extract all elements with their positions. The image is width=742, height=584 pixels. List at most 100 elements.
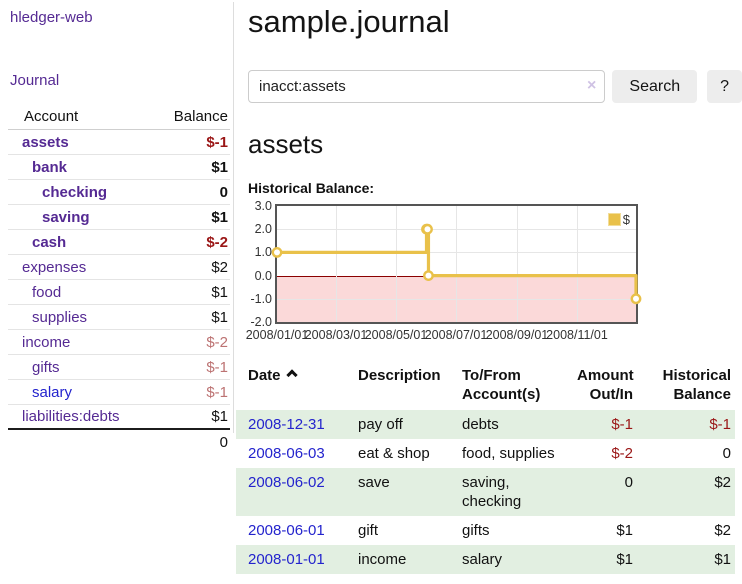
cell-date: 2008-01-01 bbox=[236, 545, 346, 574]
register-header-balance: Historical Balance bbox=[633, 364, 735, 410]
sidebar-divider bbox=[233, 2, 234, 433]
chart-title: Historical Balance: bbox=[248, 180, 375, 196]
register-header-label: Date bbox=[248, 367, 281, 384]
account-row: income $-2 bbox=[8, 330, 230, 355]
grid-line bbox=[336, 206, 337, 322]
account-row: salary $-1 bbox=[8, 380, 230, 405]
account-balance: $-1 bbox=[206, 133, 228, 151]
accounts-table: Account Balance assets $-1 bank $1 checking 0… bbox=[8, 105, 230, 451]
data-point-marker bbox=[423, 270, 434, 282]
y-axis-label: 2.0 bbox=[254, 222, 272, 237]
cell-accounts: debts bbox=[462, 416, 499, 433]
sort-ascending-icon bbox=[285, 369, 298, 381]
data-point-marker bbox=[271, 247, 283, 258]
accounts-total-row: 0 bbox=[8, 430, 230, 451]
register-body: 2008-12-31 pay off debts $-1 $-1 2008-06-03 ea… bbox=[236, 410, 735, 574]
account-balance: $-1 bbox=[206, 358, 228, 376]
account-balance: 0 bbox=[219, 183, 228, 201]
transaction-date-link[interactable]: 2008-06-02 bbox=[248, 474, 325, 491]
data-point-marker bbox=[422, 223, 433, 235]
x-axis-label: 2008/03/01 bbox=[304, 328, 368, 342]
cell-amount: 0 bbox=[624, 474, 633, 491]
search-input-wrap: × bbox=[248, 70, 606, 103]
legend-swatch-icon bbox=[607, 213, 621, 226]
account-row: expenses $2 bbox=[8, 255, 230, 280]
page-title: sample.journal bbox=[248, 4, 450, 39]
balance-line bbox=[277, 227, 638, 299]
transaction-row: 2008-06-03 eat & shop food, supplies $-2 0 bbox=[236, 439, 735, 468]
account-row: liabilities:debts $1 bbox=[8, 405, 230, 430]
cell-accounts: gifts bbox=[462, 522, 490, 539]
sidebar-account-link-supplies[interactable]: supplies bbox=[32, 308, 88, 326]
cell-date: 2008-06-01 bbox=[236, 516, 346, 545]
grid-line bbox=[516, 206, 518, 322]
account-row: gifts $-1 bbox=[8, 355, 230, 380]
app-brand-link[interactable]: hledger-web bbox=[10, 9, 93, 26]
account-row: cash $-2 bbox=[8, 230, 230, 255]
cell-balance: $2 bbox=[714, 522, 731, 539]
register-header-date[interactable]: Date bbox=[236, 364, 346, 410]
cell-accounts: food, supplies bbox=[462, 445, 555, 462]
cell-balance: 0 bbox=[722, 445, 731, 462]
sidebar-account-link-assets[interactable]: assets bbox=[22, 133, 69, 151]
transaction-date-link[interactable]: 2008-12-31 bbox=[248, 416, 325, 433]
sidebar-account-link-liabilities-debts[interactable]: liabilities:debts bbox=[22, 408, 120, 425]
transaction-row: 2008-01-01 income salary $1 $1 bbox=[236, 545, 735, 574]
grid-line bbox=[277, 229, 636, 231]
cell-amount: $-1 bbox=[611, 416, 633, 433]
x-axis-label: 2008/09/01 bbox=[485, 328, 549, 342]
account-balance: $1 bbox=[211, 208, 228, 226]
sidebar-account-link-checking[interactable]: checking bbox=[42, 183, 108, 201]
clear-search-icon[interactable]: × bbox=[587, 77, 597, 94]
sidebar-account-link-bank[interactable]: bank bbox=[32, 158, 68, 176]
account-balance: $-2 bbox=[206, 233, 228, 251]
cell-balance: $1 bbox=[714, 551, 731, 568]
account-balance: $1 bbox=[211, 283, 228, 301]
sidebar-account-link-cash[interactable]: cash bbox=[32, 233, 67, 251]
account-row: assets $-1 bbox=[8, 130, 230, 155]
cell-date: 2008-06-03 bbox=[236, 439, 346, 468]
chart-legend: $ bbox=[606, 211, 631, 228]
accounts-table-header: Account Balance bbox=[8, 105, 230, 130]
cell-accounts: salary bbox=[462, 551, 503, 568]
y-axis-label: -2.0 bbox=[250, 315, 272, 329]
register-header-amount: Amount Out/In bbox=[565, 364, 634, 410]
transaction-date-link[interactable]: 2008-01-01 bbox=[248, 551, 325, 568]
grid-line bbox=[277, 252, 636, 254]
sidebar-item-journal[interactable]: Journal bbox=[10, 72, 60, 89]
transaction-date-link[interactable]: 2008-06-03 bbox=[248, 445, 325, 462]
account-balance: $-2 bbox=[206, 333, 228, 351]
grid-line bbox=[277, 298, 636, 300]
help-button[interactable]: ? bbox=[707, 70, 742, 103]
sidebar-account-link-gifts[interactable]: gifts bbox=[32, 358, 60, 376]
account-heading: assets bbox=[248, 129, 324, 159]
accounts-header-account: Account bbox=[24, 108, 79, 125]
search-button[interactable]: Search bbox=[612, 70, 698, 103]
search-input[interactable] bbox=[248, 70, 606, 103]
cell-description: income bbox=[358, 551, 407, 568]
account-balance: $-1 bbox=[206, 383, 228, 401]
cell-date: 2008-12-31 bbox=[236, 410, 346, 439]
x-axis-label: 2008/05/01 bbox=[364, 328, 428, 342]
register-table: Date Description To/From Account(s) Amount … bbox=[236, 364, 735, 574]
transaction-date-link[interactable]: 2008-06-01 bbox=[248, 522, 325, 539]
cell-description: gift bbox=[358, 522, 379, 539]
sidebar-account-link-food[interactable]: food bbox=[32, 283, 62, 301]
sidebar-account-link-expenses[interactable]: expenses bbox=[22, 258, 87, 276]
accounts-total-value: 0 bbox=[219, 434, 228, 451]
account-row: saving $1 bbox=[8, 205, 230, 230]
cell-amount: $1 bbox=[616, 551, 633, 568]
account-balance: $2 bbox=[211, 258, 228, 276]
search-bar: × Search ? bbox=[248, 70, 742, 103]
grid-line bbox=[456, 206, 457, 322]
balance-line-layer bbox=[271, 223, 642, 305]
account-row: bank $1 bbox=[8, 155, 230, 180]
sidebar-account-link-saving[interactable]: saving bbox=[42, 208, 90, 226]
sidebar-account-link-income[interactable]: income bbox=[22, 333, 71, 351]
transaction-row: 2008-06-01 gift gifts $1 $2 bbox=[236, 516, 735, 545]
data-point-marker bbox=[630, 293, 642, 305]
x-axis-label: 2008/07/01 bbox=[424, 328, 488, 342]
cell-description: eat & shop bbox=[358, 445, 430, 462]
account-balance: $1 bbox=[211, 158, 228, 176]
sidebar-account-link-salary[interactable]: salary bbox=[32, 383, 73, 401]
